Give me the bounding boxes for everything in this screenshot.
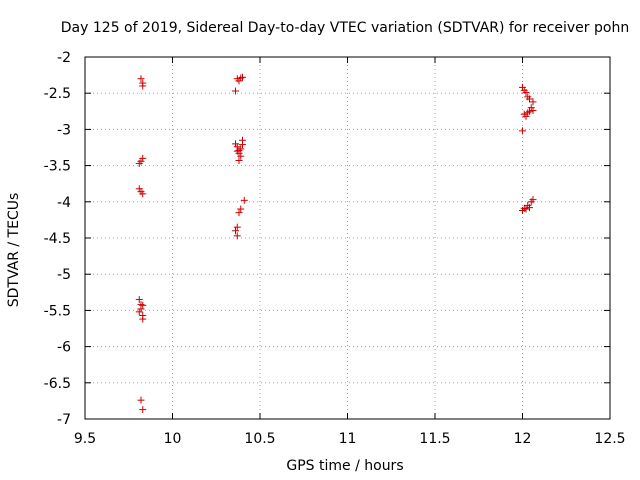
x-tick-label: 10.5 bbox=[244, 431, 275, 447]
data-point bbox=[135, 308, 143, 316]
data-point bbox=[139, 154, 147, 162]
data-point bbox=[522, 88, 530, 96]
data-point bbox=[235, 209, 243, 217]
data-point bbox=[139, 190, 147, 198]
y-tick-label: -7 bbox=[57, 412, 71, 428]
data-point bbox=[526, 204, 533, 212]
y-axis-label: SDTVAR / TECUs bbox=[6, 193, 22, 308]
data-point bbox=[527, 104, 535, 112]
y-tick-label: -6 bbox=[57, 340, 71, 356]
y-tick-label: -4 bbox=[57, 195, 71, 211]
data-point bbox=[519, 83, 526, 91]
data-point bbox=[232, 227, 239, 235]
data-point bbox=[529, 98, 537, 106]
data-point bbox=[137, 157, 145, 165]
y-tick-label: -5.5 bbox=[44, 303, 71, 319]
x-axis-label: GPS time / hours bbox=[286, 458, 403, 474]
data-point bbox=[233, 232, 241, 240]
data-point bbox=[237, 152, 245, 160]
grid bbox=[85, 57, 610, 419]
data-point bbox=[139, 406, 147, 414]
data-point bbox=[240, 196, 248, 204]
y-tick-label: -2 bbox=[57, 50, 71, 66]
data-point bbox=[522, 112, 530, 120]
data-point bbox=[137, 396, 145, 404]
data-point bbox=[232, 140, 239, 148]
data-point bbox=[520, 204, 528, 212]
data-point bbox=[524, 109, 532, 117]
y-tick-label: -6.5 bbox=[44, 376, 71, 392]
data-point bbox=[233, 75, 241, 83]
data-point bbox=[139, 301, 147, 309]
data-point bbox=[519, 127, 526, 135]
data-point bbox=[233, 147, 241, 155]
data-point bbox=[135, 185, 143, 193]
data-point bbox=[239, 136, 246, 144]
data-point bbox=[522, 205, 530, 213]
y-tick-label: -3.5 bbox=[44, 159, 71, 175]
y-tick-label: -3 bbox=[57, 122, 71, 138]
data-point bbox=[529, 107, 537, 115]
data-point bbox=[137, 305, 145, 313]
x-tick-label: 12 bbox=[514, 431, 532, 447]
chart-title: Day 125 of 2019, Sidereal Day-to-day VTE… bbox=[61, 20, 629, 36]
x-tick-label: 11.5 bbox=[419, 431, 450, 447]
data-point bbox=[235, 157, 243, 165]
data-point bbox=[529, 196, 537, 204]
data-point bbox=[237, 205, 245, 213]
x-tick-label: 9.5 bbox=[74, 431, 96, 447]
data-point bbox=[526, 95, 533, 103]
data-point bbox=[526, 107, 533, 115]
data-point bbox=[237, 74, 245, 82]
data-point bbox=[135, 296, 143, 304]
data-point bbox=[233, 223, 241, 231]
x-tick-label: 11 bbox=[339, 431, 357, 447]
axis-ticks: 9.5 10 10.5 11 11.5 12 12.5 -7 -6.5 -6 -5.5 -5 -4.5 -… bbox=[44, 50, 626, 447]
data-points bbox=[135, 73, 537, 414]
data-point bbox=[139, 315, 147, 323]
x-tick-label: 10 bbox=[164, 431, 182, 447]
y-tick-label: -4.5 bbox=[44, 231, 71, 247]
data-point bbox=[137, 75, 145, 83]
data-point bbox=[239, 73, 246, 81]
x-tick-label: 12.5 bbox=[594, 431, 625, 447]
data-point bbox=[232, 87, 239, 95]
y-tick-label: -5 bbox=[57, 267, 71, 283]
y-tick-label: -2.5 bbox=[44, 86, 71, 102]
data-point bbox=[139, 82, 147, 90]
